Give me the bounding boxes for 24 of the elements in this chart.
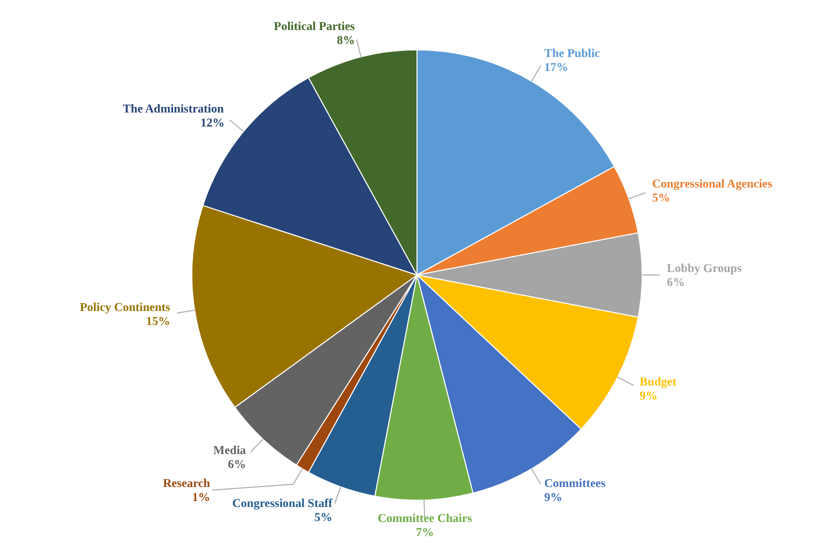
- data-label: 5%: [314, 510, 332, 524]
- slice-label: Lobby Groups: [666, 261, 742, 275]
- slice-label: Research: [163, 476, 210, 490]
- data-label: 5%: [652, 190, 670, 204]
- slice-label: Committees: [544, 476, 606, 490]
- slice-label: Congressional Agencies: [652, 176, 773, 190]
- data-label: 9%: [640, 388, 658, 402]
- slice-label: The Public: [544, 46, 601, 60]
- data-label: 8%: [336, 32, 355, 47]
- slice-label: The Administration: [122, 102, 224, 116]
- slice-label: Policy Continents: [80, 300, 171, 314]
- data-label: 17%: [544, 60, 568, 74]
- slice-label: Political Parties: [274, 18, 356, 33]
- slice-label: Congressional Staff: [232, 496, 334, 510]
- data-label: 1%: [192, 490, 210, 504]
- data-label: 7%: [416, 524, 434, 539]
- data-label: 6%: [228, 457, 246, 472]
- data-label: 12%: [200, 116, 224, 130]
- data-label: 6%: [666, 275, 685, 289]
- data-label: 9%: [544, 490, 562, 504]
- data-label: 15%: [146, 314, 170, 328]
- slice-label: Committee Chairs: [378, 510, 472, 525]
- slice-label: Media: [213, 443, 246, 458]
- slice-label: Budget: [640, 374, 676, 388]
